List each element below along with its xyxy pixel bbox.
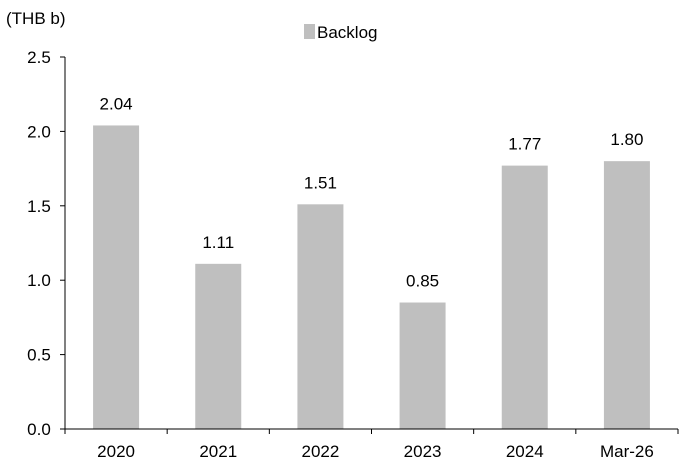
- y-axis-unit-label: (THB b): [6, 9, 66, 28]
- x-tick-label: 2022: [302, 442, 340, 461]
- data-label-2021: 1.11: [202, 233, 234, 252]
- data-label-2020: 2.04: [100, 94, 133, 113]
- x-axis: 2020 2021 2022 2023 2024 Mar-26: [64, 428, 679, 461]
- y-tick-label: 1.5: [27, 197, 51, 216]
- bar-2024: [501, 165, 548, 429]
- data-label-Mar-26: 1.80: [610, 130, 643, 149]
- y-axis: 0.0 0.5 1.0 1.5 2.0 2.5: [27, 48, 66, 439]
- data-label-2023: 0.85: [406, 272, 439, 291]
- y-tick-label: 1.0: [27, 271, 51, 290]
- bar-2020: [93, 125, 140, 429]
- data-labels-group: 2.04 1.11 1.51 0.85 1.77 1.80: [100, 94, 644, 290]
- bar-2023: [399, 302, 446, 429]
- y-tick-label: 2.0: [27, 122, 51, 141]
- bar-2022: [297, 204, 344, 429]
- bar-Mar-26: [603, 161, 650, 429]
- data-label-2022: 1.51: [304, 173, 337, 192]
- legend-label-backlog: Backlog: [317, 23, 377, 42]
- bar-2021: [195, 263, 242, 429]
- x-tick-label: Mar-26: [600, 442, 654, 461]
- legend-swatch-backlog: [304, 24, 315, 39]
- bars-group: [93, 125, 650, 429]
- x-tick-label: 2024: [506, 442, 544, 461]
- x-tick-label: 2021: [199, 442, 237, 461]
- y-tick-label: 2.5: [27, 48, 51, 67]
- y-tick-label: 0.0: [27, 420, 51, 439]
- x-tick-label: 2023: [404, 442, 442, 461]
- x-tick-label: 2020: [97, 442, 135, 461]
- data-label-2024: 1.77: [508, 135, 541, 154]
- y-tick-label: 0.5: [27, 346, 51, 365]
- legend: Backlog: [304, 23, 377, 42]
